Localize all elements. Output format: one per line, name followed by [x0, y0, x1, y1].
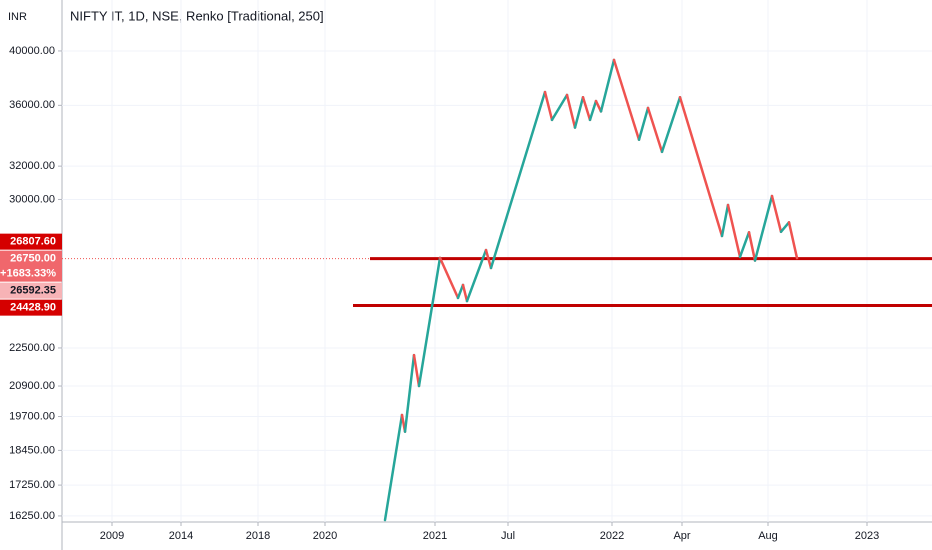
x-tick-label: Apr [673, 530, 690, 542]
price-segment [543, 90, 554, 122]
price-segment [417, 256, 442, 388]
chart-title: NIFTY IT, 1D, NSE, Renko [Traditional, 2… [70, 8, 324, 23]
x-tick-label: 2009 [100, 530, 124, 542]
price-segment [738, 231, 751, 259]
x-tick-label: 2020 [313, 530, 337, 542]
price-segment [484, 248, 493, 270]
price-segment [489, 90, 547, 270]
y-tick-label: 30000.00 [9, 193, 55, 205]
price-segment [456, 283, 465, 300]
y-tick-label: 22500.00 [9, 342, 55, 354]
price-segment [720, 203, 730, 238]
y-tick-label: 40000.00 [9, 45, 55, 57]
price-segment [779, 221, 791, 234]
x-tick-label: 2018 [246, 530, 270, 542]
x-tick-label: 2022 [600, 530, 624, 542]
x-tick-label: 2023 [855, 530, 879, 542]
price-segment [403, 353, 416, 433]
x-tick-label: 2014 [169, 530, 193, 542]
price-segment [581, 95, 592, 122]
x-tick-label: Jul [501, 530, 515, 542]
price-label-box [0, 282, 62, 299]
y-tick-label: 32000.00 [9, 160, 55, 172]
price-segment [383, 413, 404, 522]
price-segment [465, 248, 488, 303]
y-tick-label: 16250.00 [9, 510, 55, 522]
price-segment [412, 353, 421, 388]
price-segment [770, 194, 783, 234]
price-segment [726, 203, 742, 259]
price-segment [573, 95, 585, 129]
price-segment [599, 58, 616, 113]
price-segment [588, 99, 598, 122]
price-segment [565, 93, 577, 129]
price-label-box [0, 233, 62, 250]
price-segment [461, 283, 469, 303]
price-segment [637, 106, 650, 141]
price-label: 24428.90 [10, 302, 56, 314]
price-segment [747, 231, 757, 262]
price-label: 26592.35 [10, 285, 56, 297]
price-label: 26750.00 [10, 253, 56, 265]
price-segment [753, 194, 774, 262]
price-segment [550, 93, 569, 122]
price-segment [612, 58, 641, 141]
price-segment [438, 256, 460, 300]
price-segment [646, 106, 664, 154]
y-tick-label: 18450.00 [9, 444, 55, 456]
price-segment [678, 95, 724, 238]
y-tick-label: 19700.00 [9, 410, 55, 422]
price-change-label: +1683.33% [0, 268, 56, 280]
y-tick-label: 36000.00 [9, 99, 55, 111]
y-unit: INR [8, 11, 27, 23]
price-segment [787, 221, 799, 260]
price-segment [660, 95, 682, 154]
x-tick-label: 2021 [423, 530, 447, 542]
price-label-box [0, 299, 62, 316]
y-tick-label: 20900.00 [9, 380, 55, 392]
x-tick-label: Aug [758, 530, 778, 542]
price-label-box [0, 250, 62, 282]
price-label: 26807.60 [10, 236, 56, 248]
y-tick-label: 17250.00 [9, 479, 55, 491]
